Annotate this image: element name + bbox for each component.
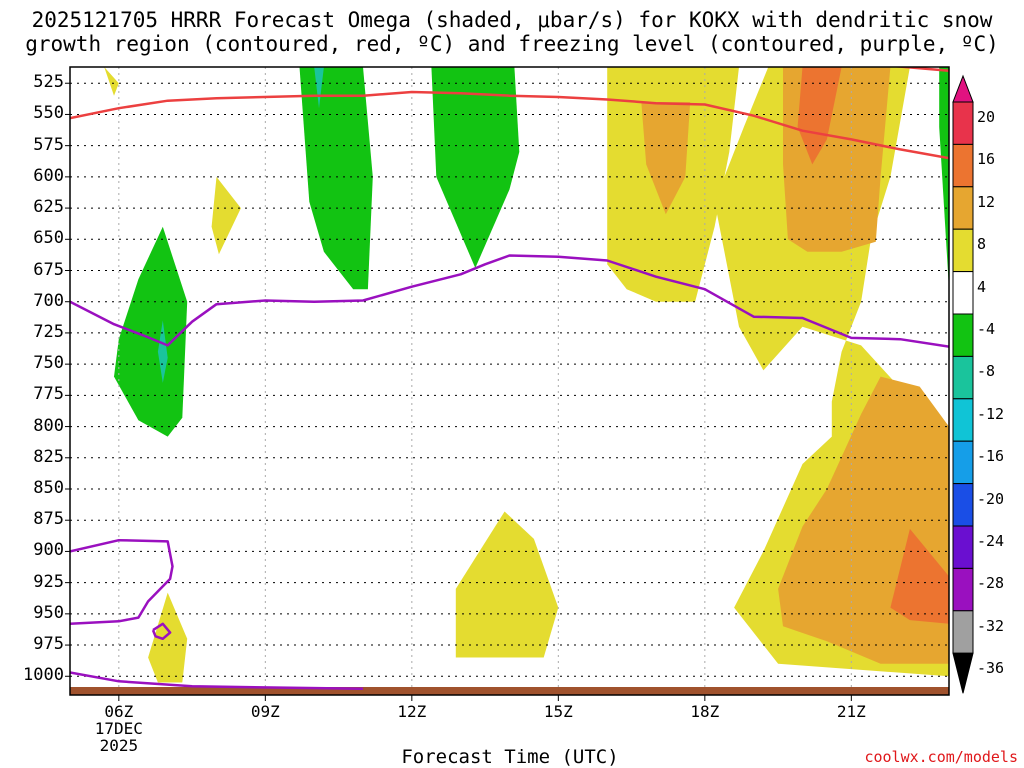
colorbar-label: -4: [977, 320, 996, 338]
colorbar-label: -36: [977, 659, 1005, 678]
x-tick-label-label: 12Z: [397, 702, 427, 721]
omega-region-15: [314, 67, 324, 109]
colorbar-swatch-0: [952, 101, 974, 145]
colorbar-swatch-4: [952, 271, 974, 315]
y-tick-label: 950: [33, 602, 64, 623]
colorbar-label: 20: [977, 108, 996, 126]
colorbar-swatch-7: [952, 398, 974, 442]
omega-region-7: [783, 67, 891, 252]
freezing-level-contour-3: [70, 671, 364, 691]
omega-region-1: [211, 176, 241, 255]
colorbar-label: -24: [977, 532, 1005, 550]
x-tick-label-label: 09Z: [250, 702, 280, 721]
y-tick-label: 875: [33, 509, 64, 530]
omega-region-12: [431, 67, 520, 268]
y-tick-label: 825: [33, 446, 64, 467]
colorbar-swatch-9: [952, 483, 974, 527]
x-tick-label-label: 15Z: [543, 702, 573, 721]
omega-region-14: [939, 67, 949, 290]
colorbar-label: -12: [977, 404, 1005, 423]
dgz-contour-red-top: [890, 67, 949, 72]
y-tick-label: 625: [33, 197, 64, 218]
colorbar-swatch-10: [952, 525, 974, 569]
colorbar-label: -28: [977, 574, 1005, 593]
colorbar-label: 16: [977, 150, 996, 169]
omega-region-11: [299, 67, 373, 290]
dgz-contour-red: [70, 90, 949, 160]
omega-region-6: [641, 102, 691, 215]
plot-frame: [69, 66, 950, 696]
omega-region-9: [797, 67, 842, 165]
chart-title-line-2: growth region (contoured, red, ºC) and f…: [25, 32, 999, 56]
credit-link[interactable]: coolwx.com/models: [864, 748, 1018, 766]
omega-region-4: [455, 511, 559, 658]
freezing-level-contour-2: [151, 622, 172, 641]
y-tick-label: 750: [33, 353, 64, 374]
y-tick-label: 900: [33, 540, 64, 561]
colorbar-top-arrow: [952, 74, 974, 103]
terrain-strip: [70, 687, 949, 695]
y-tick-label: 725: [33, 321, 64, 342]
contour-group: [70, 67, 949, 691]
y-tick-label: 525: [33, 72, 64, 93]
omega-region-5: [148, 592, 188, 683]
x-tick-label-label: 06Z: [104, 702, 134, 721]
x-tick-label-label: 18Z: [690, 702, 720, 721]
colorbar-label: -20: [977, 489, 1005, 508]
y-tick-label: 600: [33, 165, 64, 186]
colorbar-bottom-arrow: [952, 652, 974, 694]
omega-region-16: [157, 320, 168, 383]
colorbar-label: -32: [977, 616, 1005, 635]
x-tick-label-label: 21Z: [836, 702, 866, 721]
y-tick-label: 675: [33, 259, 64, 280]
y-tick-label: 975: [33, 634, 64, 655]
y-tick-label: 775: [33, 384, 64, 405]
y-tick-label: 650: [33, 228, 64, 249]
chart-title-line-1: 2025121705 HRRR Forecast Omega (shaded, …: [31, 8, 993, 32]
colorbar-label: 4: [977, 277, 987, 296]
colorbar-swatch-1: [952, 143, 974, 188]
colorbar-swatch-11: [952, 567, 974, 612]
colorbar-label: 12: [977, 192, 996, 211]
y-tick-label: 700: [33, 290, 64, 311]
colorbar-swatch-2: [952, 186, 974, 230]
omega-shading-group: [104, 67, 949, 683]
freezing-level-contour-1: [70, 538, 174, 626]
y-tick-label: 550: [33, 103, 64, 124]
colorbar-label: -8: [977, 362, 996, 381]
colorbar-label: -16: [977, 447, 1005, 466]
colorbar-swatch-12: [952, 610, 974, 654]
colorbar-swatch-8: [952, 440, 974, 485]
x-axis-title: Forecast Time (UTC): [401, 746, 619, 768]
colorbar-swatch-5: [952, 313, 974, 357]
y-tick-label: 925: [33, 571, 64, 592]
omega-region-0: [104, 67, 119, 96]
colorbar-swatch-6: [952, 355, 974, 400]
omega-region-13: [114, 226, 188, 437]
y-tick-label: 850: [33, 477, 64, 498]
omega-region-10: [890, 528, 949, 624]
y-tick-label: 1000: [23, 665, 64, 686]
colorbar-label: 8: [977, 235, 987, 254]
freezing-level-contour-0: [70, 254, 949, 348]
colorbar-swatch-3: [952, 228, 974, 273]
y-tick-label: 800: [33, 415, 64, 436]
x-tick-label-sub1: 17DEC: [94, 719, 143, 738]
y-tick-label: 575: [33, 134, 64, 155]
x-tick-label-sub2: 2025: [99, 736, 139, 755]
